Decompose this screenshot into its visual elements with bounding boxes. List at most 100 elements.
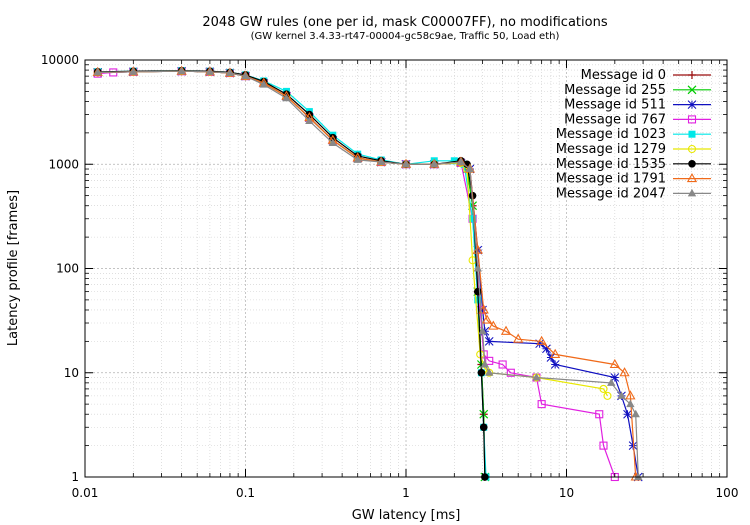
data-point xyxy=(532,373,541,381)
data-point xyxy=(537,400,546,409)
x-axis-label: GW latency [ms] xyxy=(352,508,461,523)
data-point xyxy=(609,358,620,369)
x-tick-label: 1 xyxy=(402,486,410,500)
data-point xyxy=(478,305,487,315)
data-point xyxy=(430,159,439,168)
legend-entry: Message id 767 xyxy=(564,112,711,127)
series-message-id-0 xyxy=(93,67,489,481)
x-tick-label: 0.01 xyxy=(72,486,99,500)
y-tick-label: 1 xyxy=(71,470,79,484)
data-point xyxy=(477,368,486,377)
data-point xyxy=(634,472,643,480)
data-point xyxy=(625,390,636,400)
series-line xyxy=(97,70,486,478)
series-lines xyxy=(92,65,643,482)
data-point xyxy=(498,360,507,369)
chart-subtitle: (GW kernel 3.4.33-rt47-00004-gc58c9ae, T… xyxy=(251,31,560,42)
series-line xyxy=(97,70,609,397)
legend-entry: Message id 1791 xyxy=(556,172,711,187)
y-tick-label: 100 xyxy=(56,262,79,276)
legend-label: Message id 2047 xyxy=(556,186,666,201)
data-point xyxy=(631,409,640,418)
data-point xyxy=(484,337,494,346)
data-point xyxy=(599,384,608,393)
data-point xyxy=(500,325,512,335)
y-tick-label: 10 xyxy=(64,366,79,380)
data-point xyxy=(599,441,608,450)
data-point xyxy=(473,264,482,272)
data-point xyxy=(401,159,411,168)
legend-marker xyxy=(688,71,696,79)
legend-entry: Message id 1535 xyxy=(556,157,711,172)
data-point xyxy=(619,367,630,377)
legend-marker xyxy=(687,115,697,124)
data-point xyxy=(478,304,489,314)
data-point xyxy=(129,67,138,75)
data-point xyxy=(506,368,515,377)
series-message-id-1535 xyxy=(93,66,489,481)
chart-title: 2048 GW rules (one per id, mask C00007FF… xyxy=(202,15,607,30)
data-point xyxy=(480,359,490,368)
data-point xyxy=(623,409,632,419)
legend-entry: Message id 2047 xyxy=(556,186,711,201)
data-point xyxy=(595,410,604,419)
x-tick-label: 10 xyxy=(559,486,574,500)
y-tick-label: 10000 xyxy=(41,53,79,67)
data-point xyxy=(259,80,268,88)
data-point xyxy=(542,344,551,354)
data-point xyxy=(456,157,466,166)
data-point xyxy=(488,320,499,330)
data-point xyxy=(610,373,620,382)
data-point xyxy=(93,67,102,76)
data-point xyxy=(485,356,494,365)
data-point xyxy=(617,391,626,399)
data-point xyxy=(469,215,477,223)
data-point xyxy=(535,339,544,349)
data-point xyxy=(177,66,186,75)
legend-entry: Message id 0 xyxy=(581,68,711,83)
series-message-id-1023 xyxy=(94,67,490,481)
data-point xyxy=(205,67,215,75)
legend-marker xyxy=(686,172,698,183)
y-tick-label: 1000 xyxy=(48,157,79,171)
data-point xyxy=(472,244,483,254)
data-point xyxy=(485,368,494,376)
data-point xyxy=(550,360,560,369)
legend-label: Message id 1023 xyxy=(556,127,666,142)
axis-ticks: 0.01 0.1 1 10 100 1 10 100 1000 10000 xyxy=(41,53,739,500)
series-message-id-255 xyxy=(93,66,490,482)
data-point xyxy=(513,333,524,343)
data-point xyxy=(241,71,250,80)
data-point xyxy=(603,391,612,400)
data-point xyxy=(450,157,458,165)
legend-marker xyxy=(688,160,696,168)
legend-entry: Message id 255 xyxy=(564,83,711,98)
data-point xyxy=(353,155,362,163)
data-point xyxy=(481,314,493,324)
data-point xyxy=(607,378,616,386)
legend-marker xyxy=(687,100,697,109)
x-tick-label: 100 xyxy=(716,486,739,500)
legend-label: Message id 0 xyxy=(581,68,666,83)
legend-label: Message id 1535 xyxy=(556,157,666,172)
legend-label: Message id 767 xyxy=(564,112,666,127)
data-point xyxy=(376,157,386,166)
legend-entry: Message id 511 xyxy=(564,98,711,113)
x-tick-label: 0.1 xyxy=(236,486,255,500)
series-line xyxy=(97,70,487,478)
y-axis-label: Latency profile [frames] xyxy=(6,190,21,346)
data-point xyxy=(225,68,235,77)
legend-entry: Message id 1023 xyxy=(556,127,711,142)
series-message-id-767 xyxy=(93,67,619,482)
series-line xyxy=(97,70,486,478)
data-point xyxy=(465,164,475,173)
series-message-id-2047 xyxy=(93,66,643,480)
series-line xyxy=(97,70,486,478)
legend-entry: Message id 1279 xyxy=(556,142,711,157)
series-line xyxy=(97,70,616,478)
data-point xyxy=(478,326,487,335)
data-point xyxy=(305,116,314,124)
legend-marker xyxy=(687,85,697,95)
